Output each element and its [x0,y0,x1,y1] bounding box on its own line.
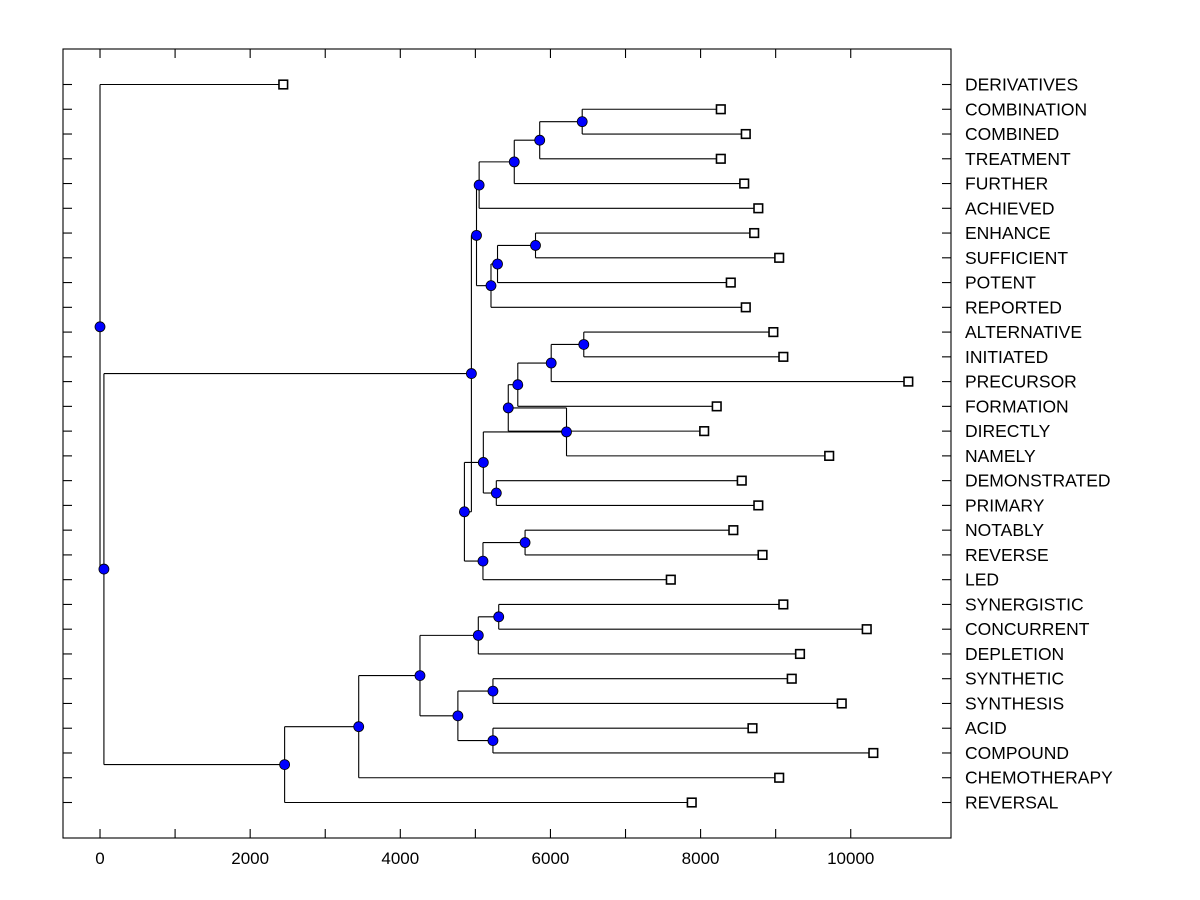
svg-text:FORMATION: FORMATION [965,396,1069,416]
svg-text:DERIVATIVES: DERIVATIVES [965,75,1078,95]
svg-text:ACID: ACID [965,718,1007,738]
svg-text:REVERSE: REVERSE [965,545,1049,565]
svg-text:4000: 4000 [381,849,419,868]
svg-text:COMBINATION: COMBINATION [965,99,1087,119]
svg-text:NOTABLY: NOTABLY [965,520,1044,540]
svg-text:CHEMOTHERAPY: CHEMOTHERAPY [965,768,1113,788]
svg-text:0: 0 [95,849,104,868]
svg-text:SYNTHESIS: SYNTHESIS [965,693,1064,713]
svg-text:ACHIEVED: ACHIEVED [965,198,1054,218]
svg-text:NAMELY: NAMELY [965,446,1036,466]
svg-text:DEPLETION: DEPLETION [965,644,1064,664]
svg-text:8000: 8000 [682,849,720,868]
svg-text:FURTHER: FURTHER [965,174,1048,194]
svg-text:PRIMARY: PRIMARY [965,495,1045,515]
svg-text:ENHANCE: ENHANCE [965,223,1051,243]
svg-text:REPORTED: REPORTED [965,297,1062,317]
svg-text:DIRECTLY: DIRECTLY [965,421,1051,441]
svg-text:COMPOUND: COMPOUND [965,743,1069,763]
svg-text:10000: 10000 [827,849,874,868]
svg-text:6000: 6000 [532,849,570,868]
svg-text:SYNTHETIC: SYNTHETIC [965,669,1064,689]
svg-text:INITIATED: INITIATED [965,347,1048,367]
svg-text:DEMONSTRATED: DEMONSTRATED [965,471,1111,491]
svg-text:REVERSAL: REVERSAL [965,793,1059,813]
svg-text:SUFFICIENT: SUFFICIENT [965,248,1068,268]
svg-text:PRECURSOR: PRECURSOR [965,372,1077,392]
svg-text:CONCURRENT: CONCURRENT [965,619,1090,639]
svg-text:SYNERGISTIC: SYNERGISTIC [965,594,1084,614]
svg-text:COMBINED: COMBINED [965,124,1059,144]
svg-text:TREATMENT: TREATMENT [965,149,1071,169]
svg-text:ALTERNATIVE: ALTERNATIVE [965,322,1082,342]
svg-text:2000: 2000 [231,849,269,868]
svg-text:LED: LED [965,570,999,590]
svg-text:POTENT: POTENT [965,273,1036,293]
